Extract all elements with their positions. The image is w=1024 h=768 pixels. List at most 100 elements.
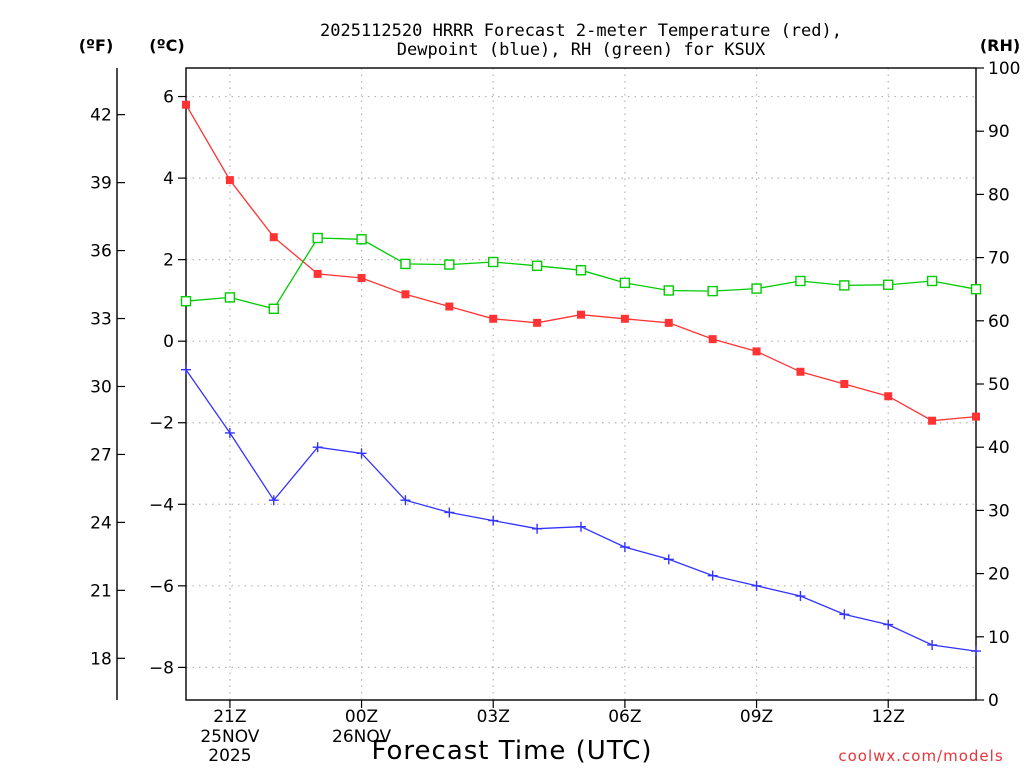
dewpoint-point (181, 364, 191, 375)
celsius-tick-label: −8 (149, 658, 174, 678)
rh-tick-label: 80 (988, 185, 1010, 205)
rh-tick-label: 90 (988, 122, 1010, 142)
rh-tick-label: 60 (988, 312, 1010, 332)
rh-tick-label: 100 (988, 59, 1020, 79)
dewpoint-point (663, 554, 674, 565)
time-tick-label: 06Z (608, 707, 641, 727)
rh-point (575, 265, 587, 276)
rh-point (488, 256, 499, 268)
rh-unit-label: (RH) (980, 36, 1020, 55)
celsius-unit-label: (ºC) (149, 36, 184, 55)
fahrenheit-tick-label: 21 (90, 581, 112, 601)
fahrenheit-tick-label: 24 (90, 513, 112, 533)
dewpoint-point (751, 580, 762, 591)
grid-lines (186, 68, 976, 700)
rh-tick-label: 10 (988, 628, 1010, 648)
dewpoint-point (356, 448, 367, 459)
2-meter-temperature-point (577, 310, 585, 319)
celsius-tick-label: −4 (149, 495, 174, 515)
rh-tick-label: 20 (988, 565, 1010, 585)
2-meter-temperature-point (752, 347, 761, 356)
celsius-tick-label: 0 (163, 332, 174, 352)
2-meter-temperature-point (269, 233, 278, 242)
rh-point (839, 280, 850, 291)
celsius-tick-label: −2 (149, 414, 174, 434)
dewpoint-point (576, 521, 586, 532)
time-tick-year: 2025 (208, 746, 251, 766)
rh-point (970, 284, 982, 295)
celsius-tick-label: 4 (163, 169, 174, 189)
time-tick-label: 09Z (740, 707, 773, 727)
rh-point (619, 277, 631, 289)
celsius-tick-label: 6 (163, 88, 174, 108)
rh-tick-label: 50 (988, 375, 1010, 395)
rh-tick-label: 0 (988, 691, 999, 711)
2-meter-temperature-point (928, 416, 937, 425)
2-meter-temperature-point (972, 412, 980, 421)
rh-point (926, 275, 938, 287)
2-meter-temperature-point (357, 273, 366, 282)
fahrenheit-tick-label: 39 (90, 174, 112, 194)
rh-point (883, 279, 894, 290)
rh-series (180, 232, 982, 314)
time-tick-label: 00Z (345, 707, 378, 727)
fahrenheit-tick-label: 36 (90, 242, 112, 262)
rh-tick-label: 40 (988, 438, 1010, 458)
fahrenheit-tick-label: 27 (90, 445, 112, 465)
2-meter-temperature-point (182, 100, 190, 109)
source-credit: coolwx.com/models (838, 747, 1003, 765)
dewpoint-series (181, 364, 981, 657)
dewpoint-point (532, 523, 543, 534)
2-meter-temperature-point (313, 269, 322, 278)
dewpoint-point (268, 495, 279, 506)
time-tick-date: 25NOV (200, 727, 259, 747)
dewpoint-point (488, 515, 499, 526)
chart-title-line2: Dewpoint (blue), RH (green) for KSUX (397, 40, 766, 60)
2-meter-temperature-point (401, 290, 410, 299)
time-tick-label: 03Z (477, 707, 510, 727)
rh-point (751, 283, 762, 294)
2-meter-temperature-point (796, 367, 805, 376)
time-tick-date: 26NOV (332, 727, 391, 747)
fahrenheit-axis: 42 39 36 33 30 27 24 21 18 (90, 106, 125, 669)
series-layer (180, 100, 982, 657)
2-meter-temperature-point (884, 392, 893, 401)
dewpoint-point (839, 609, 850, 620)
2-meter-temperature-point (664, 318, 673, 327)
dewpoint-point (795, 591, 806, 602)
2-meter-temperature-point (708, 335, 717, 344)
rh-point (707, 285, 718, 297)
rh-point (356, 234, 367, 245)
time-tick-label: 12Z (872, 707, 905, 727)
rh-point (795, 275, 806, 287)
rh-point (400, 258, 411, 270)
2-meter-temperature-series (182, 100, 980, 425)
time-tick-label: 21Z (213, 707, 246, 727)
rh-point (531, 260, 543, 272)
rh-point (663, 285, 674, 296)
celsius-axis: 6 4 2 0 −2 −4 −6 −8 (149, 88, 186, 678)
x-axis-label: Forecast Time (UTC) (371, 736, 652, 766)
fahrenheit-tick-label: 30 (90, 377, 112, 397)
2-meter-temperature-point (225, 176, 234, 185)
celsius-tick-label: −6 (149, 577, 174, 597)
fahrenheit-tick-label: 18 (90, 649, 112, 669)
rh-point (312, 232, 323, 244)
rh-point (224, 292, 236, 303)
rh-tick-label: 30 (988, 501, 1010, 521)
fahrenheit-unit-label: (ºF) (79, 36, 114, 55)
dewpoint-point (400, 495, 411, 506)
2-meter-temperature-point (445, 302, 454, 311)
chart-title-line1: 2025112520 HRRR Forecast 2-meter Tempera… (320, 21, 842, 41)
fahrenheit-tick-label: 42 (90, 106, 112, 126)
rh-point (180, 296, 192, 307)
dewpoint-point (971, 646, 981, 657)
fahrenheit-tick-label: 33 (90, 310, 112, 330)
2-meter-temperature-point (533, 318, 542, 327)
2-meter-temperature-point (489, 314, 498, 323)
dewpoint-point (927, 639, 938, 650)
